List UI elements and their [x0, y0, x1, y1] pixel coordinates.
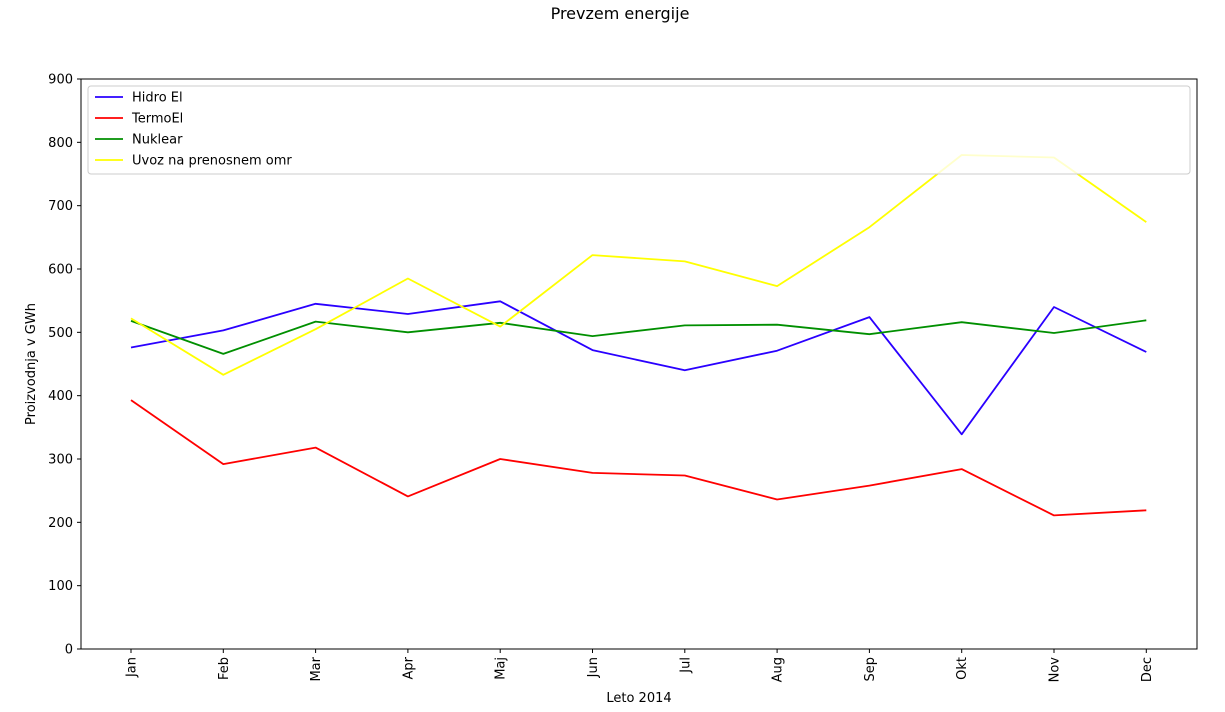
legend-box — [87, 85, 1191, 175]
x-tick-label: Jan — [125, 657, 140, 678]
y-tick-label: 400 — [48, 389, 73, 404]
x-axis: Jan Feb Mar Apr Maj Jun Jul Aug Sep Okt Nov Dec — [125, 649, 1155, 682]
x-tick-label: Okt — [955, 657, 970, 680]
legend-label: Hidro El — [132, 91, 183, 106]
y-axis-label: Proizvodnja v GWh — [24, 303, 39, 425]
y-tick-label: 200 — [48, 516, 73, 531]
y-axis: 0 100 200 300 400 500 600 700 800 900 — [48, 73, 81, 658]
legend-label: Nuklear — [132, 133, 183, 148]
y-tick-label: 600 — [48, 263, 73, 278]
x-tick-label: Apr — [401, 656, 416, 679]
legend-label: TermoEl — [131, 112, 183, 127]
x-tick-label: Nov — [1048, 657, 1063, 683]
series-line-2 — [130, 399, 1147, 517]
y-tick-label: 500 — [48, 326, 73, 341]
x-axis-label: Leto 2014 — [606, 691, 671, 706]
y-tick-label: 800 — [48, 136, 73, 151]
series-line-3 — [130, 319, 1147, 355]
series-lines — [130, 154, 1147, 517]
y-tick-label: 0 — [65, 643, 73, 658]
legend: Hidro El TermoEl Nuklear Uvoz na prenosnem … — [87, 85, 1191, 175]
x-tick-label: Jun — [586, 657, 601, 678]
x-tick-label: Dec — [1140, 657, 1155, 682]
y-tick-label: 900 — [48, 73, 73, 88]
chart-title: Prevzem energije — [551, 4, 690, 23]
y-tick-label: 300 — [48, 453, 73, 468]
x-tick-label: Feb — [217, 657, 232, 680]
x-tick-label: Jul — [678, 657, 693, 674]
y-tick-label: 700 — [48, 199, 73, 214]
legend-label: Uvoz na prenosnem omr — [132, 154, 292, 169]
series-line-4 — [130, 154, 1147, 376]
series-line-1 — [130, 300, 1147, 436]
x-tick-label: Mar — [309, 656, 324, 681]
y-tick-label: 100 — [48, 579, 73, 594]
x-tick-label: Maj — [494, 657, 509, 680]
x-tick-label: Sep — [863, 657, 878, 682]
plot-area — [80, 78, 1198, 650]
x-tick-label: Aug — [771, 657, 786, 682]
